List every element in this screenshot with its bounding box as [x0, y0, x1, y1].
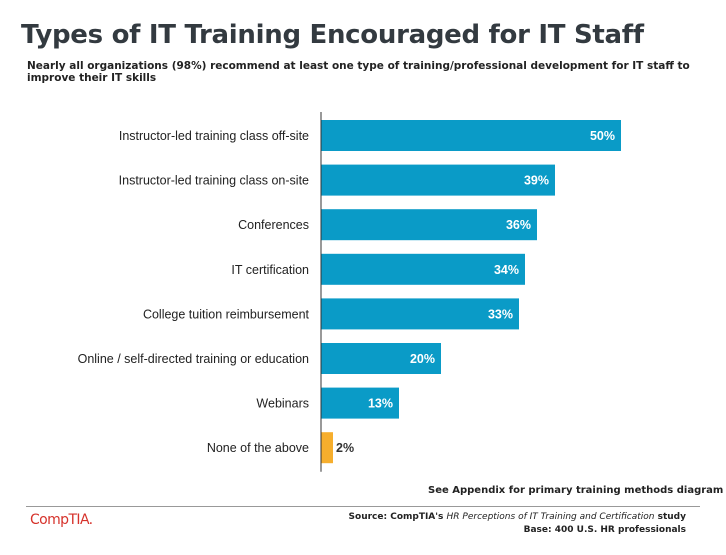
footer-divider — [26, 506, 700, 507]
bar — [321, 120, 621, 151]
source-note: Source: CompTIA's HR Perceptions of IT T… — [349, 511, 686, 537]
data-label: 20% — [410, 352, 435, 366]
data-label: 2% — [336, 441, 354, 455]
category-label: Online / self-directed training or educa… — [78, 352, 309, 366]
source-prefix: Source: CompTIA's — [348, 512, 447, 522]
category-label: Instructor-led training class off-site — [119, 129, 309, 143]
bar — [321, 387, 399, 419]
data-label: 39% — [524, 174, 549, 188]
bar — [321, 432, 333, 464]
category-label: IT certification — [231, 263, 309, 277]
chart-subtitle: Nearly all organizations (98%) recommend… — [27, 60, 690, 84]
category-label: None of the above — [207, 441, 309, 455]
source-study-title: HR Perceptions of IT Training and Certif… — [446, 512, 655, 522]
category-label: Conferences — [238, 218, 309, 232]
source-suffix: study — [654, 512, 686, 522]
source-base: Base: 400 U.S. HR professionals — [523, 525, 686, 535]
data-label: 34% — [494, 263, 519, 277]
data-label: 33% — [488, 307, 513, 321]
bar — [321, 209, 537, 241]
appendix-note: See Appendix for primary training method… — [428, 485, 724, 496]
bar-chart: Instructor-led training class off-site 50… — [78, 112, 621, 472]
bar — [321, 253, 525, 285]
chart-title: Types of IT Training Encouraged for IT S… — [21, 20, 644, 50]
bar — [321, 343, 441, 374]
comptia-logo: CompTIA. — [30, 512, 93, 528]
bar — [321, 298, 519, 330]
data-label: 13% — [368, 397, 393, 411]
data-label: 36% — [506, 218, 531, 232]
bar — [321, 164, 555, 196]
data-label: 50% — [590, 129, 615, 143]
category-label: Instructor-led training class on-site — [119, 174, 309, 188]
category-label: Webinars — [256, 397, 309, 411]
category-label: College tuition reimbursement — [143, 307, 310, 321]
